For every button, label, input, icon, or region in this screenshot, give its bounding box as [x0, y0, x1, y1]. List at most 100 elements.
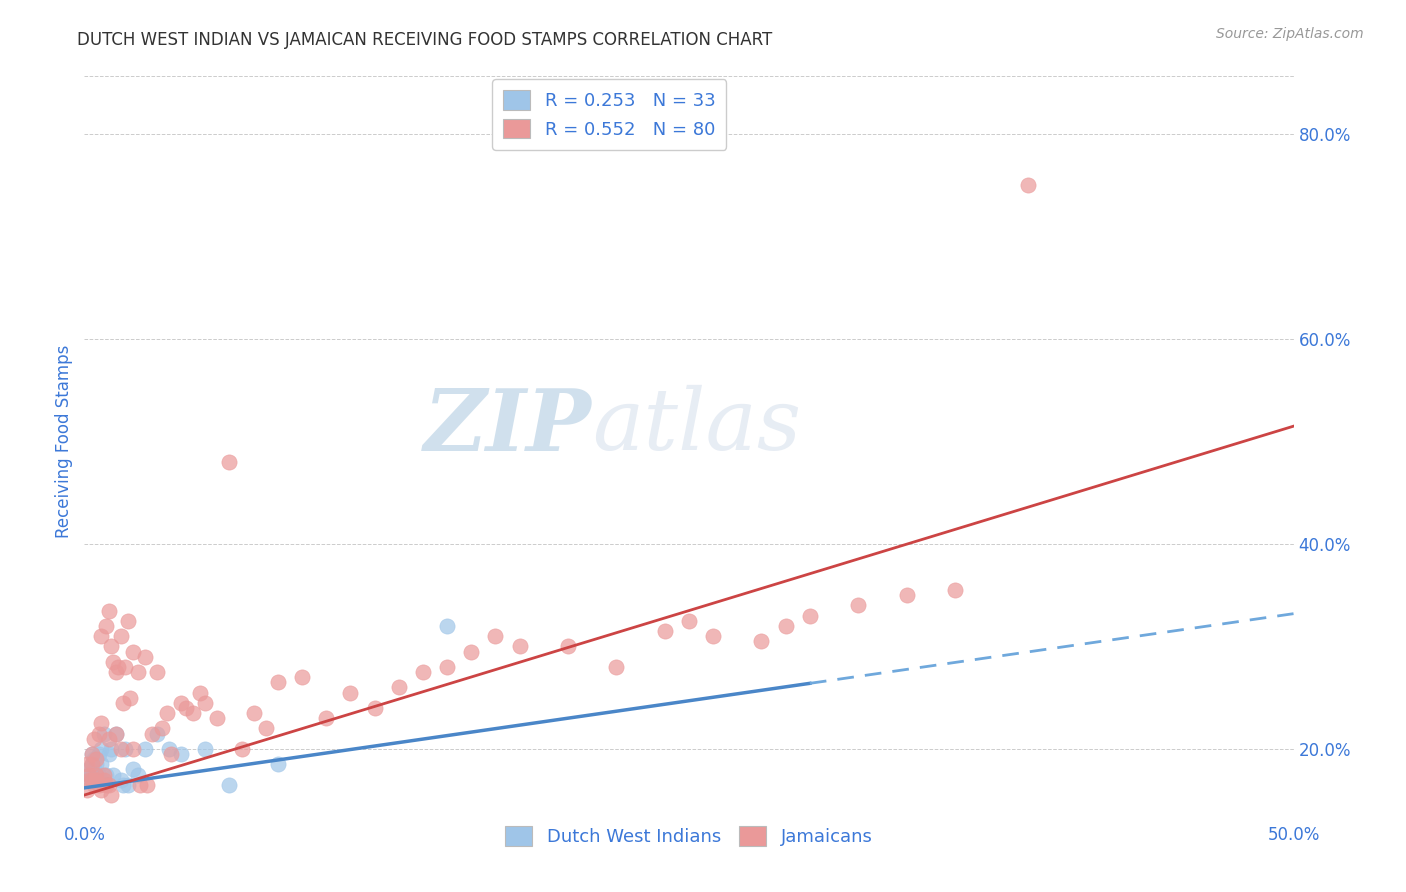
Point: [97, 604, 120, 618]
Legend: Dutch West Indians, Jamaicans: Dutch West Indians, Jamaicans: [498, 819, 880, 854]
Point: [775, 619, 797, 633]
Point: [100, 788, 122, 802]
Point: [86, 767, 108, 781]
Point: [97, 731, 120, 746]
Point: [254, 722, 277, 736]
Point: [100, 640, 122, 654]
Point: [242, 706, 264, 720]
Point: [702, 629, 724, 643]
Point: [160, 747, 183, 761]
Point: [83, 778, 105, 792]
Point: [134, 742, 156, 756]
Point: [112, 696, 135, 710]
Point: [86, 767, 108, 781]
Point: [605, 660, 627, 674]
Point: [97, 747, 120, 761]
Point: [87, 778, 110, 792]
Point: [103, 655, 125, 669]
Point: [112, 778, 135, 792]
Point: [104, 726, 127, 740]
Point: [207, 711, 229, 725]
Point: [388, 681, 411, 695]
Point: [93, 772, 115, 787]
Point: [846, 599, 869, 613]
Y-axis label: Receiving Food Stamps: Receiving Food Stamps: [55, 345, 73, 538]
Point: [90, 757, 112, 772]
Point: [1017, 178, 1039, 193]
Point: [117, 614, 139, 628]
Point: [436, 660, 458, 674]
Point: [127, 767, 149, 781]
Point: [86, 752, 108, 766]
Point: [90, 716, 112, 731]
Point: [484, 629, 506, 643]
Point: [90, 629, 112, 643]
Point: [150, 722, 173, 736]
Point: [181, 706, 204, 720]
Point: [194, 696, 217, 710]
Point: [218, 455, 240, 469]
Point: [86, 757, 108, 772]
Point: [76, 783, 98, 797]
Point: [117, 778, 139, 792]
Point: [87, 726, 110, 740]
Point: [231, 742, 253, 756]
Point: [141, 726, 163, 740]
Point: [678, 614, 700, 628]
Point: [110, 742, 132, 756]
Point: [86, 772, 108, 787]
Point: [120, 690, 142, 705]
Point: [218, 778, 240, 792]
Point: [80, 757, 103, 772]
Point: [87, 767, 110, 781]
Point: [77, 772, 100, 787]
Point: [943, 583, 966, 598]
Point: [412, 665, 434, 679]
Point: [174, 701, 197, 715]
Point: [93, 767, 115, 781]
Point: [315, 711, 337, 725]
Point: [110, 629, 132, 643]
Point: [654, 624, 676, 639]
Point: [267, 675, 290, 690]
Point: [107, 660, 129, 674]
Point: [77, 767, 100, 781]
Point: [83, 763, 105, 777]
Point: [436, 619, 458, 633]
Point: [114, 742, 136, 756]
Point: [146, 726, 169, 740]
Point: [194, 742, 217, 756]
Point: [83, 731, 105, 746]
Point: [97, 778, 120, 792]
Point: [557, 640, 579, 654]
Point: [94, 767, 117, 781]
Text: ZIP: ZIP: [425, 384, 592, 468]
Point: [90, 742, 112, 756]
Point: [121, 742, 143, 756]
Point: [155, 706, 177, 720]
Point: [799, 608, 821, 623]
Point: [94, 778, 117, 792]
Point: [80, 772, 103, 787]
Point: [339, 685, 361, 699]
Text: Source: ZipAtlas.com: Source: ZipAtlas.com: [1216, 27, 1364, 41]
Point: [509, 640, 531, 654]
Point: [103, 767, 125, 781]
Point: [110, 772, 132, 787]
Point: [121, 644, 143, 658]
Point: [134, 649, 156, 664]
Point: [77, 763, 100, 777]
Text: atlas: atlas: [592, 385, 801, 467]
Point: [104, 726, 127, 740]
Point: [104, 665, 127, 679]
Text: DUTCH WEST INDIAN VS JAMAICAN RECEIVING FOOD STAMPS CORRELATION CHART: DUTCH WEST INDIAN VS JAMAICAN RECEIVING …: [77, 31, 772, 49]
Point: [146, 665, 169, 679]
Point: [80, 757, 103, 772]
Point: [76, 757, 98, 772]
Point: [267, 757, 290, 772]
Point: [190, 685, 212, 699]
Point: [90, 783, 112, 797]
Point: [157, 742, 180, 756]
Point: [121, 763, 143, 777]
Point: [76, 772, 98, 787]
